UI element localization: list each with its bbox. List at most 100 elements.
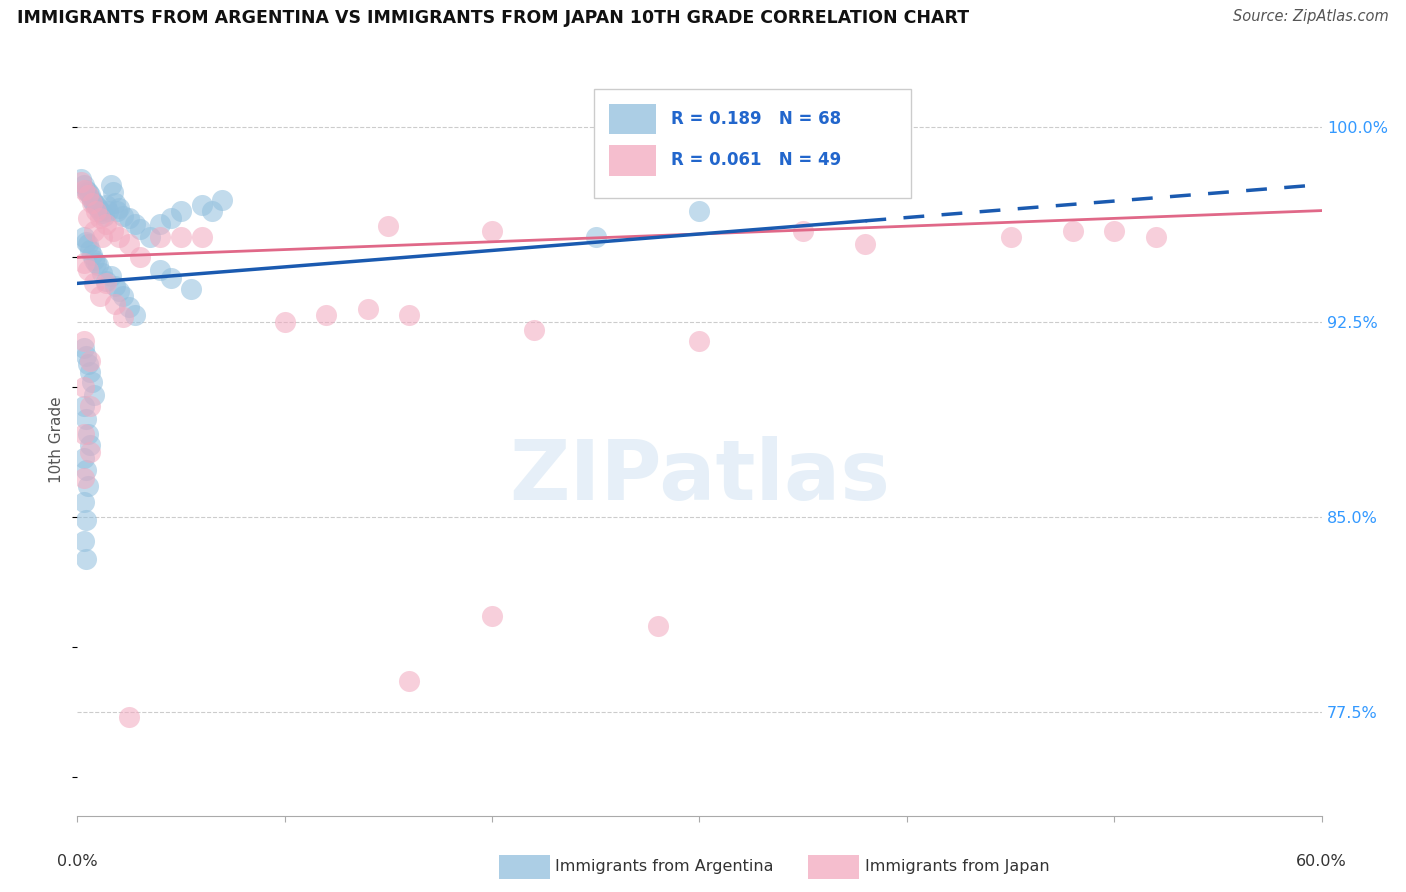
Point xyxy=(79,354,101,368)
Point xyxy=(149,217,172,231)
Point xyxy=(191,229,214,244)
Point xyxy=(89,211,111,226)
Point xyxy=(70,175,93,189)
Point xyxy=(108,284,131,298)
Point xyxy=(79,445,101,459)
Point xyxy=(108,229,131,244)
Point xyxy=(118,300,141,314)
Point xyxy=(108,201,131,215)
Point xyxy=(72,380,94,394)
Point xyxy=(124,308,146,322)
FancyBboxPatch shape xyxy=(609,103,657,134)
Point xyxy=(72,533,94,548)
Point xyxy=(398,673,420,688)
Point xyxy=(84,198,107,212)
Point xyxy=(159,271,181,285)
Point xyxy=(75,183,97,197)
Point xyxy=(72,334,94,348)
Text: 60.0%: 60.0% xyxy=(1296,854,1347,869)
Point xyxy=(72,450,94,465)
Point xyxy=(76,357,98,371)
Point xyxy=(96,277,118,291)
Point xyxy=(101,224,124,238)
Point xyxy=(83,195,105,210)
Point xyxy=(315,308,337,322)
Text: Immigrants from Argentina: Immigrants from Argentina xyxy=(555,859,773,873)
Point xyxy=(647,619,669,633)
Point xyxy=(523,323,546,337)
Point xyxy=(89,203,111,218)
Point xyxy=(76,188,98,202)
Point xyxy=(792,224,814,238)
Point xyxy=(83,252,105,267)
Point xyxy=(170,229,193,244)
Point xyxy=(76,237,98,252)
Point xyxy=(75,513,97,527)
Text: R = 0.189   N = 68: R = 0.189 N = 68 xyxy=(671,110,841,128)
Point xyxy=(111,289,134,303)
Point xyxy=(128,221,150,235)
Point xyxy=(1062,224,1084,238)
Point xyxy=(75,349,97,363)
Point xyxy=(149,229,172,244)
Point xyxy=(75,235,97,249)
Point xyxy=(91,206,114,220)
Point xyxy=(1104,224,1126,238)
Point xyxy=(72,229,94,244)
Point xyxy=(128,251,150,265)
Point xyxy=(75,411,97,425)
Point xyxy=(96,274,118,288)
Point xyxy=(79,243,101,257)
Point xyxy=(191,198,214,212)
Text: Immigrants from Japan: Immigrants from Japan xyxy=(865,859,1049,873)
Point xyxy=(87,258,110,272)
Point xyxy=(180,281,202,295)
Point xyxy=(89,289,111,303)
Point xyxy=(76,479,98,493)
Text: R = 0.061   N = 49: R = 0.061 N = 49 xyxy=(671,152,841,169)
Point xyxy=(87,201,110,215)
Point xyxy=(75,463,97,477)
Point xyxy=(84,255,107,269)
Point xyxy=(105,203,128,218)
Point xyxy=(93,209,115,223)
Point xyxy=(104,279,127,293)
Point xyxy=(72,427,94,442)
Point xyxy=(585,229,607,244)
Text: 0.0%: 0.0% xyxy=(58,854,97,869)
FancyBboxPatch shape xyxy=(609,145,657,176)
Point xyxy=(96,198,118,212)
Point xyxy=(84,203,107,218)
Point xyxy=(211,193,233,207)
FancyBboxPatch shape xyxy=(593,89,911,198)
Point xyxy=(96,217,118,231)
Point xyxy=(1000,229,1022,244)
Point xyxy=(80,248,103,262)
Point xyxy=(855,237,877,252)
Point xyxy=(79,188,101,202)
Y-axis label: 10th Grade: 10th Grade xyxy=(49,396,65,483)
Point xyxy=(149,263,172,277)
Point xyxy=(79,365,101,379)
Text: IMMIGRANTS FROM ARGENTINA VS IMMIGRANTS FROM JAPAN 10TH GRADE CORRELATION CHART: IMMIGRANTS FROM ARGENTINA VS IMMIGRANTS … xyxy=(17,9,969,27)
Point xyxy=(100,178,122,192)
Point xyxy=(80,195,103,210)
Point xyxy=(398,308,420,322)
Point xyxy=(72,399,94,413)
Point xyxy=(72,255,94,269)
Point xyxy=(83,277,105,291)
Point xyxy=(689,334,711,348)
Point xyxy=(72,178,94,192)
Point xyxy=(100,268,122,283)
Point xyxy=(139,229,162,244)
Text: Source: ZipAtlas.com: Source: ZipAtlas.com xyxy=(1233,9,1389,24)
Point xyxy=(76,211,98,226)
Point xyxy=(1144,229,1167,244)
Point xyxy=(76,427,98,442)
Point xyxy=(481,609,503,624)
Point xyxy=(75,552,97,566)
Point xyxy=(72,183,94,197)
Point xyxy=(118,211,141,226)
Point xyxy=(79,399,101,413)
Point xyxy=(80,193,103,207)
